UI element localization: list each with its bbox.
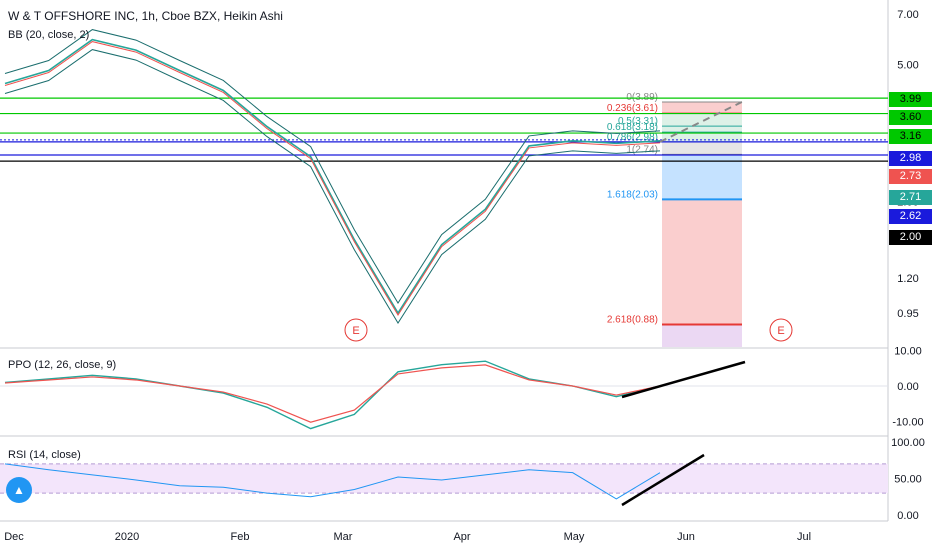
rsi-axis-tick-label: 0.00 xyxy=(897,510,918,522)
fib-zone xyxy=(662,101,742,114)
price-axis-tick-label: 1.20 xyxy=(897,273,918,285)
fib-zone xyxy=(662,113,742,142)
time-axis-tick-label: 2020 xyxy=(115,531,139,543)
ppo-signal-line xyxy=(4,364,661,423)
time-axis-tick-label: Feb xyxy=(231,531,250,543)
price-badge: 2.62 xyxy=(889,209,932,224)
price-badge: 2.00 xyxy=(889,230,932,245)
fib-level-label: 0.618(3.18) xyxy=(607,122,658,133)
fib-level-label: 0(3.89) xyxy=(626,92,658,103)
time-axis-tick-label: May xyxy=(564,531,585,543)
price-axis-tick-label: 0.95 xyxy=(897,308,918,320)
bollinger-upper-band xyxy=(4,29,661,304)
time-axis-tick-label: Mar xyxy=(334,531,353,543)
fib-zone xyxy=(662,154,742,200)
earnings-marker-label: E xyxy=(352,325,359,337)
bollinger-basis-line xyxy=(4,41,661,316)
bb-indicator-label: BB (20, close, 2) xyxy=(8,29,90,41)
price-badge: 3.99 xyxy=(889,92,932,107)
fib-level-label: 2.618(0.88) xyxy=(607,314,658,325)
price-badge: 2.98 xyxy=(889,151,932,166)
earnings-marker xyxy=(769,318,793,342)
fib-level-label: 0.786(2.98) xyxy=(607,132,658,143)
earnings-marker xyxy=(344,318,368,342)
time-axis-tick-label: Jul xyxy=(797,531,811,543)
fib-level-label: 1.618(2.03) xyxy=(607,189,658,200)
fib-level-label: 0.5(3.31) xyxy=(618,116,658,127)
time-axis-tick-label: Dec xyxy=(4,531,24,543)
fib-zone xyxy=(662,141,742,155)
earnings-marker-label: E xyxy=(777,325,784,337)
ppo-indicator-label: PPO (12, 26, close, 9) xyxy=(8,359,117,371)
price-badge: 2.73 xyxy=(889,169,932,184)
price-badge: 3.60 xyxy=(889,110,932,125)
rsi-axis-tick-label: 100.00 xyxy=(891,437,925,449)
rsi-series-line xyxy=(4,463,661,500)
ppo-axis-tick-label: 0.00 xyxy=(897,381,918,393)
price-axis-tick-label: 5.00 xyxy=(897,59,918,71)
projection-dashed-line xyxy=(659,101,743,143)
price-badge: 2.71 xyxy=(889,190,932,205)
ppo-trendline xyxy=(621,360,746,399)
fib-level-label: 0.236(3.61) xyxy=(607,103,658,114)
fib-zone xyxy=(662,199,742,325)
tradingview-logo-icon[interactable]: ▲ xyxy=(6,477,32,503)
rsi-trendline xyxy=(621,453,705,507)
chart-title: W & T OFFSHORE INC, 1h, Cboe BZX, Heikin… xyxy=(8,9,283,23)
fib-zone xyxy=(662,324,742,347)
price-series-line xyxy=(4,38,661,315)
ppo-axis-tick-label: 10.00 xyxy=(894,346,922,358)
price-axis-tick-label: 7.00 xyxy=(897,9,918,21)
rsi-axis-tick-label: 50.00 xyxy=(894,474,922,486)
time-axis-tick-label: Apr xyxy=(453,531,470,543)
rsi-indicator-label: RSI (14, close) xyxy=(8,449,81,461)
price-badge: 3.16 xyxy=(889,129,932,144)
ppo-series-line xyxy=(4,360,661,430)
bollinger-lower-band xyxy=(4,49,661,324)
rsi-band xyxy=(0,463,888,494)
ppo-axis-tick-label: -10.00 xyxy=(892,417,923,429)
fib-level-label: 1(2.74) xyxy=(626,144,658,155)
time-axis-tick-label: Jun xyxy=(677,531,695,543)
